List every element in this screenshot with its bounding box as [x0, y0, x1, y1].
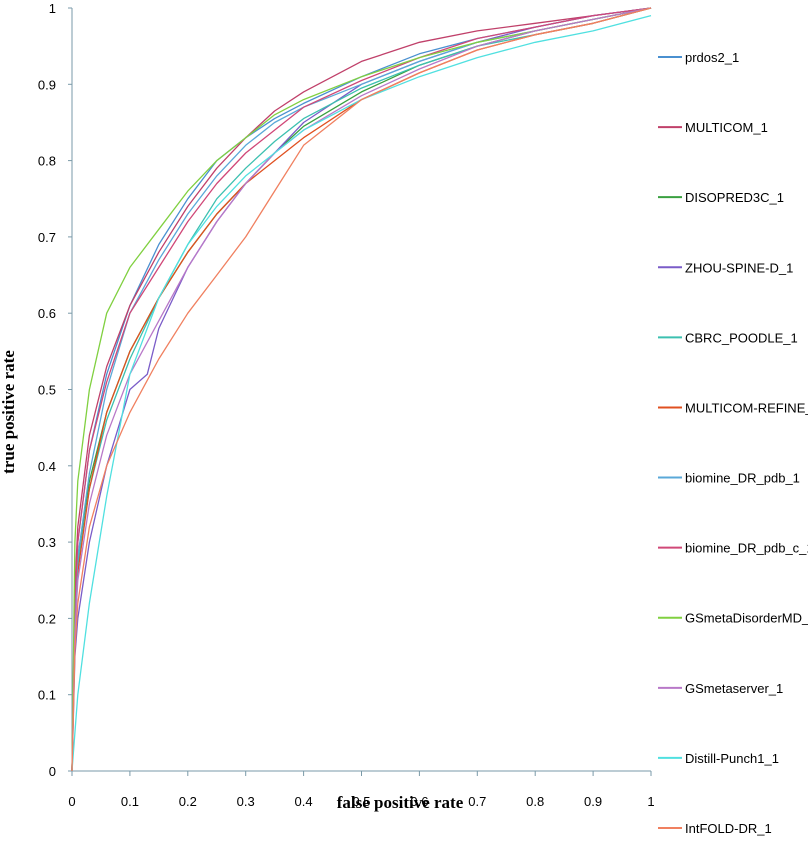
x-tick-label: 0.3	[237, 794, 255, 809]
x-tick-label: 0.1	[121, 794, 139, 809]
legend-label-biomine-dr-pdb-c-1: biomine_DR_pdb_c_1	[685, 541, 808, 556]
y-tick-label: 0.4	[38, 459, 56, 474]
x-tick-label: 0.8	[526, 794, 544, 809]
series-line-multicom-refine-1	[71, 7, 652, 772]
legend-label-gsmetadisordermd-1: GSmetaDisorderMD_1	[685, 611, 808, 626]
x-tick-label: 0	[68, 794, 75, 809]
y-tick-label: 0.7	[38, 230, 56, 245]
y-tick-label: 0.3	[38, 535, 56, 550]
series-line-intfold-dr-1	[71, 7, 652, 772]
series-line-distill-punch1-1	[71, 14, 652, 772]
y-tick-label: 0.1	[38, 688, 56, 703]
legend-label-biomine-dr-pdb-1: biomine_DR_pdb_1	[685, 471, 800, 486]
legend-label-gsmetaserver-1: GSmetaserver_1	[685, 681, 783, 696]
series-layer	[71, 7, 652, 772]
y-tick-label: 0.9	[38, 77, 56, 92]
y-axis-title: true positive rate	[0, 350, 18, 474]
y-tick-label: 0.2	[38, 611, 56, 626]
y-tick-label: 0.5	[38, 383, 56, 398]
series-line-gsmetadisordermd-1	[71, 7, 652, 772]
series-line-cbrc-poodle-1	[71, 7, 652, 772]
legend-label-cbrc-poodle-1: CBRC_POODLE_1	[685, 330, 798, 345]
x-tick-label: 0.4	[295, 794, 313, 809]
series-line-zhou-spine-d-1	[71, 7, 652, 772]
series-line-multicom-1	[71, 7, 652, 772]
series-line-prdos2-1	[71, 7, 652, 772]
x-tick-label: 0.6	[410, 794, 428, 809]
series-line-disopred3c-1	[71, 7, 652, 772]
y-tick-label: 0.8	[38, 154, 56, 169]
y-tick-label: 0.6	[38, 306, 56, 321]
x-tick-label: 0.7	[468, 794, 486, 809]
legend-label-distill-punch1-1: Distill-Punch1_1	[685, 751, 779, 766]
x-tick-label: 0.2	[179, 794, 197, 809]
axes	[71, 8, 651, 772]
legend-label-multicom-1: MULTICOM_1	[685, 120, 768, 135]
y-ticks: 0 0.1 0.2 0.3 0.4 0.5 0.6 0.7 0.8 0.9 1	[38, 1, 72, 779]
series-line-gsmetaserver-1	[71, 7, 652, 772]
series-line-biomine-dr-pdb-c-1	[71, 7, 652, 772]
legend-label-disopred3c-1: DISOPRED3C_1	[685, 190, 784, 205]
legend-label-zhou-spine-d-1: ZHOU-SPINE-D_1	[685, 260, 793, 275]
legend-label-intfold-dr-1: IntFOLD-DR_1	[685, 821, 772, 836]
legend: prdos2_1 MULTICOM_1 DISOPRED3C_1 ZHOU-SPINE…	[658, 50, 808, 836]
x-ticks: 0 0.1 0.2 0.3 0.4 0.5 0.6 0.7 0.8 0.9 1	[68, 771, 655, 809]
x-axis-title: false positive rate	[337, 793, 464, 812]
y-tick-label: 0	[49, 764, 56, 779]
legend-label-multicom-refine-1: MULTICOM-REFINE_1	[685, 400, 808, 415]
x-tick-label: 0.5	[352, 794, 370, 809]
x-tick-label: 1	[647, 794, 654, 809]
legend-label-prdos2-1: prdos2_1	[685, 50, 739, 65]
x-tick-label: 0.9	[584, 794, 602, 809]
series-line-biomine-dr-pdb-1	[71, 7, 652, 772]
y-tick-label: 1	[49, 1, 56, 16]
